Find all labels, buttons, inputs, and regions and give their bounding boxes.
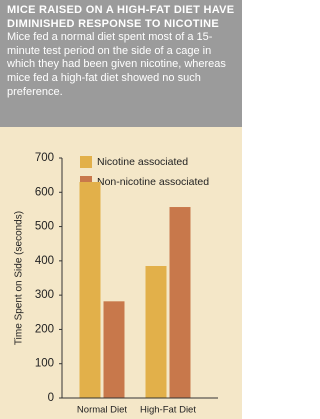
bar: [103, 301, 125, 398]
header: MICE RAISED ON A HIGH-FAT DIET HAVE DIMI…: [0, 0, 242, 127]
legend-label: Non-nicotine associated: [97, 176, 209, 188]
y-tick-label: 600: [35, 186, 54, 198]
y-tick-label: 200: [35, 323, 54, 335]
x-tick-label: Normal Diet: [77, 405, 128, 416]
y-tick-label: 400: [35, 255, 54, 267]
y-tick-label: 700: [35, 152, 54, 164]
page: Time Spent on Side (seconds) 0 100 200 300 40…: [0, 0, 242, 419]
chart-title: MICE RAISED ON A HIGH-FAT DIET HAVE DIMI…: [7, 4, 235, 30]
y-tick-label: 0: [48, 392, 54, 404]
legend-swatch: [80, 156, 92, 168]
bar: [79, 182, 101, 398]
chart: Time Spent on Side (seconds) 0 100 200 300 40…: [14, 152, 218, 416]
y-tick-label: 500: [35, 221, 54, 233]
bar: [169, 207, 191, 398]
y-tick-label: 300: [35, 289, 54, 301]
chart-subtitle: Mice fed a normal diet spent most of a 1…: [7, 31, 226, 98]
y-axis-label: Time Spent on Side (seconds): [14, 211, 25, 345]
legend-label: Nicotine associated: [97, 156, 188, 168]
y-tick-label: 100: [35, 358, 54, 370]
bar: [145, 266, 167, 398]
x-tick-label: High-Fat Diet: [140, 405, 196, 416]
